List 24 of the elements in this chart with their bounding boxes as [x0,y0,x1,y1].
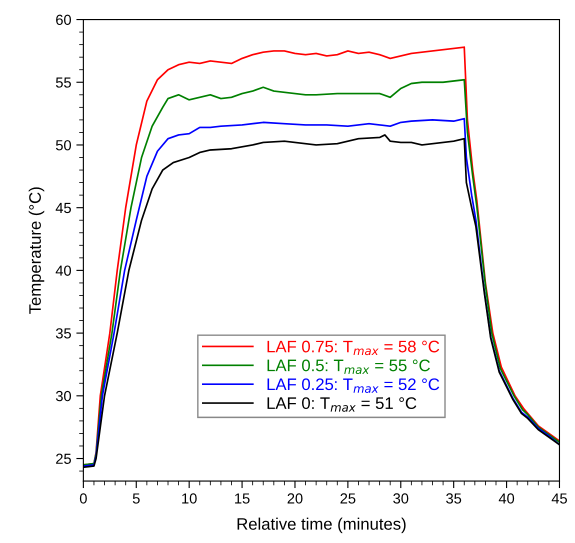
legend-label: LAF 0.25: T$_{max}$ = 52 °C [268,378,440,393]
x-tick-label: 0 [80,493,87,504]
x-tick-label: 25 [340,493,356,504]
x-tick-label: 35 [446,493,462,504]
y-tick-label: 55 [56,78,71,88]
y-tick-label: 30 [56,390,71,402]
legend-label: LAF 0: T$_{max}$ = 51 °C [268,397,416,412]
x-tick-label: 40 [498,493,514,504]
x-tick-label: 10 [182,493,197,504]
x-axis-title: Relative time (minutes) [238,518,406,534]
x-tick-label: 5 [132,493,140,504]
y-tick-label: 40 [56,265,71,276]
x-tick-label: 45 [552,493,567,504]
y-axis-title: Temperature (°C) [28,187,44,314]
x-tick-label: 30 [393,493,408,504]
legend-label: LAF 0.75: T$_{max}$ = 58 °C [268,340,440,356]
legend-label: LAF 0.5: T$_{max}$ = 55 °C [268,360,430,374]
y-tick-label: 45 [56,202,71,214]
y-tick-label: 35 [56,328,71,339]
y-tick-label: 25 [56,454,71,464]
y-tick-label: 60 [56,14,71,25]
x-tick-label: 15 [235,493,250,504]
x-tick-label: 20 [288,493,303,504]
y-tick-label: 50 [56,140,71,150]
